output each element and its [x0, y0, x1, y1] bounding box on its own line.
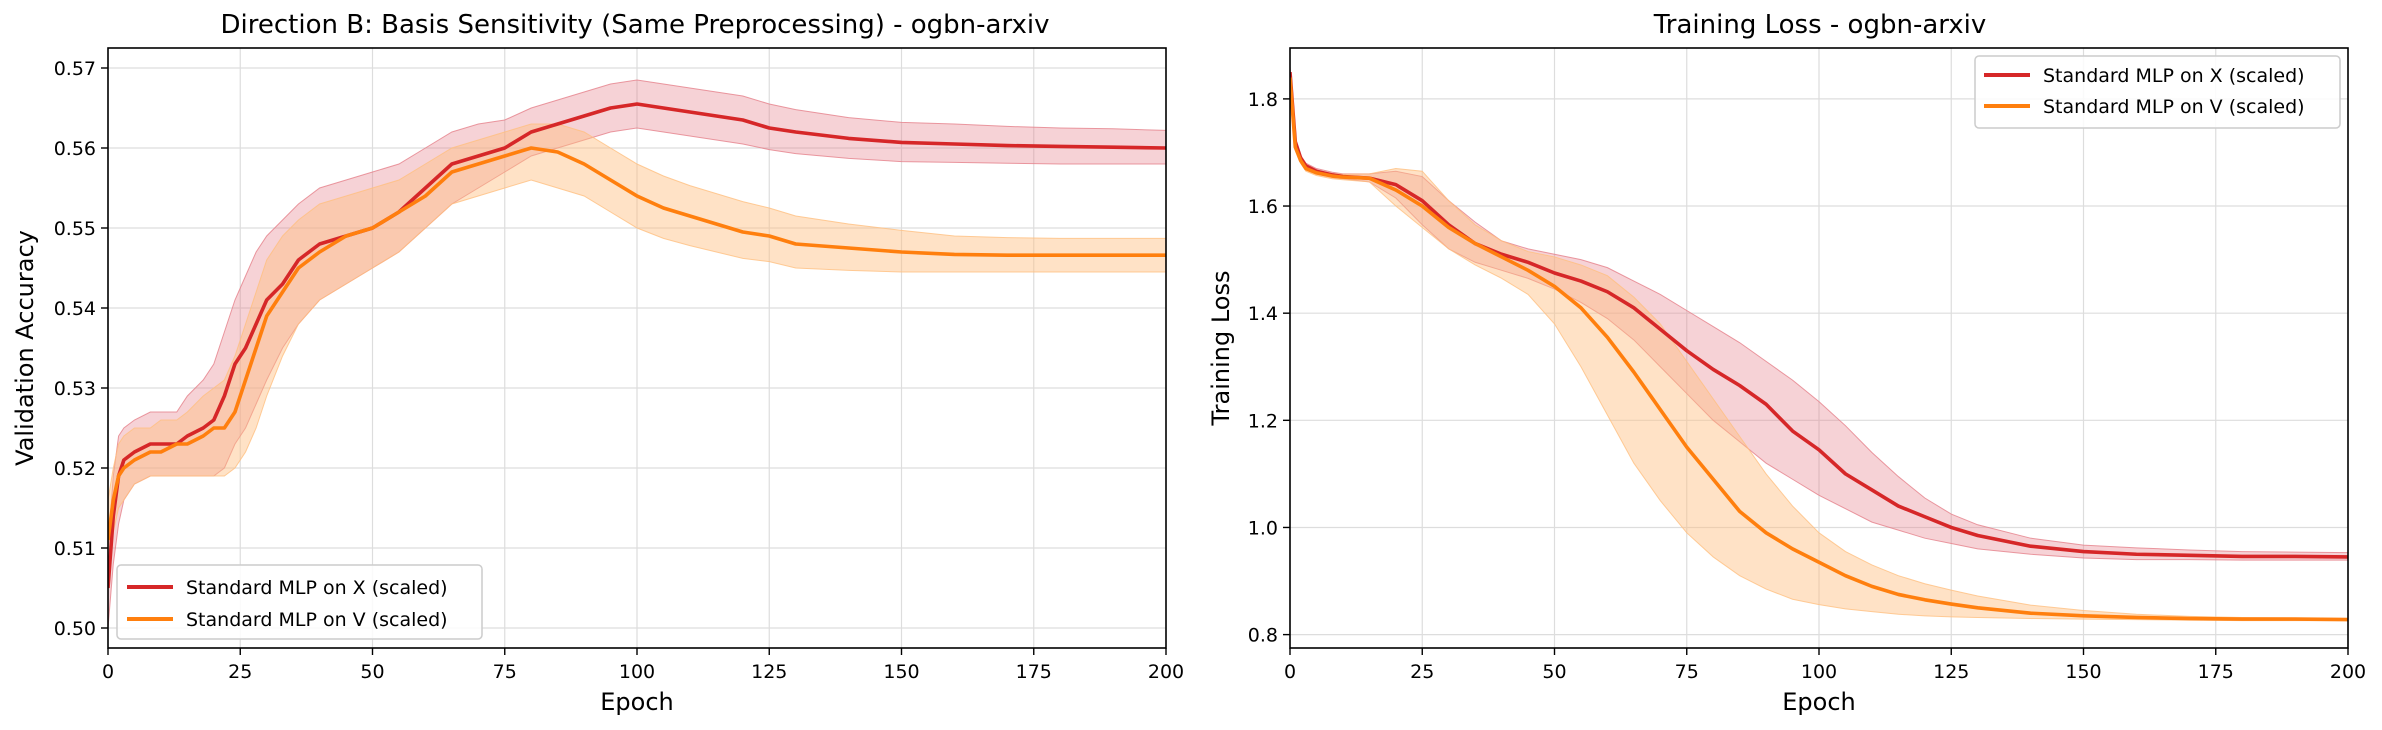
legend-label-v: Standard MLP on V (scaled): [2043, 96, 2305, 118]
x-tick-label: 200: [1148, 661, 1184, 683]
x-tick-label: 50: [1542, 661, 1566, 683]
y-tick-label: 1.6: [1248, 196, 1278, 218]
legend: Standard MLP on X (scaled) Standard MLP …: [116, 564, 483, 640]
chart-title: Training Loss - ogbn-arxiv: [1653, 10, 1987, 40]
x-axis-label: Epoch: [1782, 688, 1856, 716]
y-axis-label: Validation Accuracy: [11, 230, 39, 466]
y-tick-label: 1.8: [1248, 89, 1278, 111]
y-tick-label: 0.52: [54, 458, 96, 480]
y-tick-label: 0.53: [54, 378, 96, 400]
legend-box: [1974, 55, 2341, 129]
x-tick-label: 175: [1016, 661, 1052, 683]
series-band-v: [1290, 72, 2348, 622]
series-band-x: [1290, 66, 2348, 561]
x-tick-label: 0: [102, 661, 114, 683]
x-tick-label: 100: [1801, 661, 1837, 683]
series-line-v: [108, 146, 1166, 541]
x-tick-label: 25: [228, 661, 252, 683]
series-band-v: [108, 123, 1166, 581]
x-tick-label: 25: [1410, 661, 1434, 683]
series-band-x: [108, 79, 1166, 629]
x-tick-label: 150: [2065, 661, 2101, 683]
x-axis-label: Epoch: [600, 688, 674, 716]
x-tick-label: 175: [2198, 661, 2234, 683]
legend: Standard MLP on X (scaled) Standard MLP …: [1974, 55, 2341, 129]
x-tick-label: 75: [493, 661, 517, 683]
x-tick-label: 200: [2330, 661, 2366, 683]
chart-title: Direction B: Basis Sensitivity (Same Pre…: [221, 10, 1050, 40]
chart-training-loss: Training Loss - ogbn-arxiv 0 25 50 75 100 125…: [1207, 10, 2366, 716]
series-line-v: [1290, 77, 2348, 622]
x-tick-label: 50: [360, 661, 384, 683]
x-tick-label: 150: [883, 661, 919, 683]
x-tick-label: 75: [1675, 661, 1699, 683]
x-tick-label: 125: [751, 661, 787, 683]
legend-label-x: Standard MLP on X (scaled): [186, 577, 448, 599]
y-tick-label: 0.57: [54, 58, 96, 80]
y-tick-label: 0.54: [54, 298, 96, 320]
chart-validation-accuracy: Direction B: Basis Sensitivity (Same Pre…: [11, 10, 1184, 716]
y-axis-label: Training Loss: [1207, 271, 1235, 427]
y-tick-label: 0.55: [54, 218, 96, 240]
y-tick-label: 0.56: [54, 138, 96, 160]
y-tick-label: 0.8: [1248, 625, 1278, 647]
y-tick-label: 0.51: [54, 538, 96, 560]
y-tick-label: 1.0: [1248, 517, 1278, 539]
y-tick-label: 0.50: [54, 618, 96, 640]
x-tick-label: 0: [1284, 661, 1296, 683]
y-tick-label: 1.2: [1248, 410, 1278, 432]
x-tick-label: 100: [619, 661, 655, 683]
legend-label-x: Standard MLP on X (scaled): [2043, 65, 2305, 87]
x-tick-label: 125: [1933, 661, 1969, 683]
legend-label-v: Standard MLP on V (scaled): [186, 609, 448, 631]
legend-box: [116, 564, 483, 640]
y-tick-label: 1.4: [1248, 303, 1278, 325]
